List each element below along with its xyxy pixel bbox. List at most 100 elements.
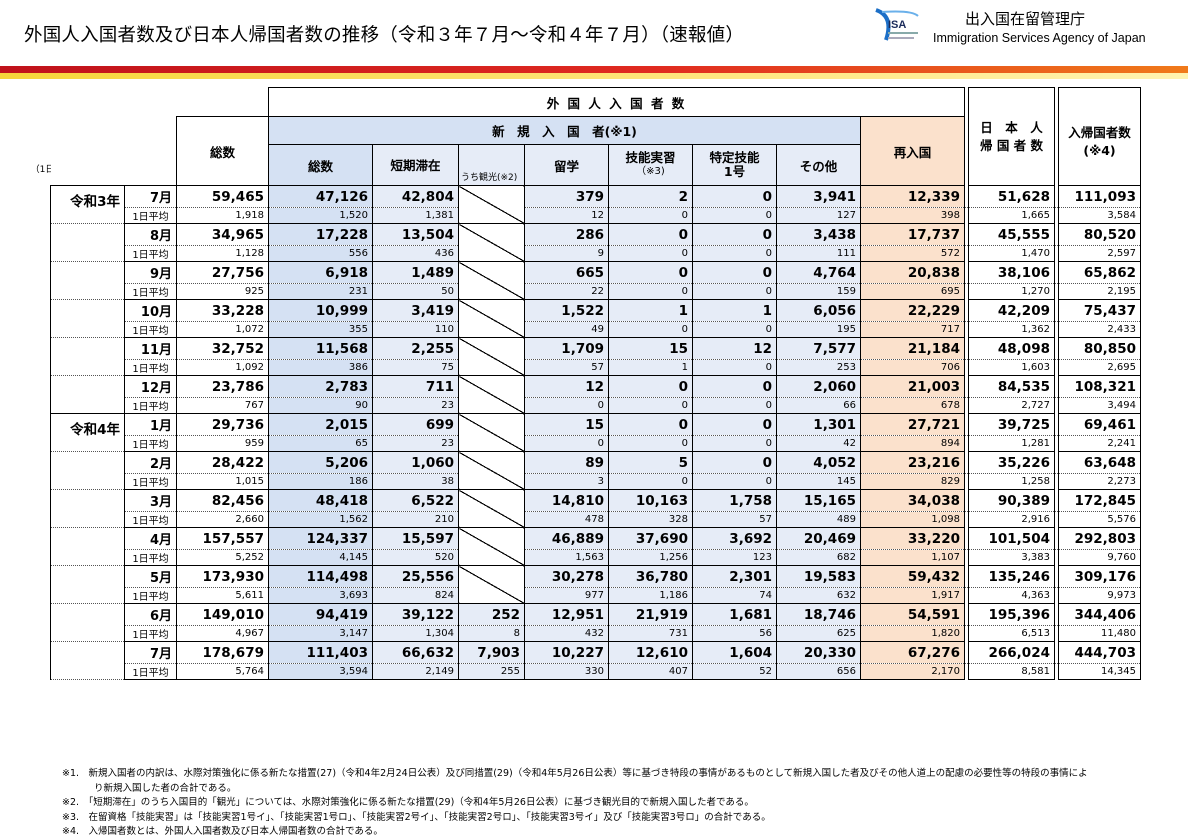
study-avg-cell: 0 xyxy=(524,397,609,414)
new-total-cell: 94,419 xyxy=(268,603,373,626)
reentry-avg-cell: 1,820 xyxy=(860,625,965,642)
short-stay-cell: 699 xyxy=(372,413,459,436)
jp-return-avg-cell: 1,603 xyxy=(968,359,1055,376)
daily-average-label: 1日平均 xyxy=(124,397,177,414)
tourism-cell-empty xyxy=(458,337,525,376)
trainee-avg-cell: 1,256 xyxy=(608,549,693,566)
new-total-avg-cell: 186 xyxy=(268,473,373,490)
reentry-cell: 67,276 xyxy=(860,641,965,664)
total-entries-avg-cell: 2,195 xyxy=(1058,283,1141,300)
other-cell: 3,438 xyxy=(776,223,861,246)
trainee-avg-cell: 0 xyxy=(608,473,693,490)
short-stay-cell: 3,419 xyxy=(372,299,459,322)
reentry-avg-cell: 829 xyxy=(860,473,965,490)
total-entries-header: 入帰国者数 (※4) xyxy=(1058,87,1141,186)
total-entries-cell: 65,862 xyxy=(1058,261,1141,284)
other-avg-cell: 159 xyxy=(776,283,861,300)
daily-average-label: 1日平均 xyxy=(124,549,177,566)
ssw-avg-cell: 52 xyxy=(692,663,777,680)
month-row: 令和4年 1月 29,736 2,015 699 15 0 0 1,301 27,721 39,72… xyxy=(50,413,1141,452)
new-total-avg-cell: 3,147 xyxy=(268,625,373,642)
month-label: 9月 xyxy=(124,261,177,284)
total-entries-cell: 292,803 xyxy=(1058,527,1141,550)
other-cell: 2,060 xyxy=(776,375,861,398)
tourism-cell-empty xyxy=(458,451,525,490)
other-cell: 20,330 xyxy=(776,641,861,664)
ssw-avg-cell: 0 xyxy=(692,207,777,224)
short-stay-avg-cell: 824 xyxy=(372,587,459,604)
daily-average-row: 1日平均 1,092 386 75 57 1 0 253 706 1,603 2,695 xyxy=(51,359,1141,376)
ssw-cell: 0 xyxy=(692,223,777,246)
total-avg-cell: 1,092 xyxy=(176,359,269,376)
new-total-cell: 11,568 xyxy=(268,337,373,360)
study-cell: 12 xyxy=(524,375,609,398)
reentry-avg-cell: 1,107 xyxy=(860,549,965,566)
study-cell: 15 xyxy=(524,413,609,436)
study-cell: 1,709 xyxy=(524,337,609,360)
reentry-avg-cell: 1,098 xyxy=(860,511,965,528)
trainee-cell: 37,690 xyxy=(608,527,693,550)
ssw-cell: 0 xyxy=(692,451,777,474)
study-avg-cell: 22 xyxy=(524,283,609,300)
ssw-avg-cell: 0 xyxy=(692,473,777,490)
daily-average-row: 1日平均 925 231 50 22 0 0 159 695 1,270 2,195 xyxy=(51,283,1141,300)
jp-return-cell: 48,098 xyxy=(968,337,1055,360)
other-cell: 3,941 xyxy=(776,185,861,208)
trainee-avg-cell: 1 xyxy=(608,359,693,376)
total-entries-cell: 111,093 xyxy=(1058,185,1141,208)
short-stay-avg-cell: 436 xyxy=(372,245,459,262)
footnote: ※4. 入帰国者数とは、外国人入国者数及び日本人帰国者数の合計である。 xyxy=(62,826,383,837)
ssw-avg-cell: 0 xyxy=(692,397,777,414)
japanese-returnees-header: 日 本 人帰 国 者 数 xyxy=(968,87,1055,186)
daily-average-label: 1日平均 xyxy=(124,207,177,224)
new-entrants-header: 新 規 入 国 者(※1) xyxy=(268,116,861,145)
tourism-cell-empty xyxy=(458,489,525,528)
tourism-cell-empty xyxy=(458,375,525,414)
total-header: 総数 xyxy=(176,116,269,186)
month-label: 5月 xyxy=(124,565,177,588)
specified-skilled-worker-header: 特定技能 1号 xyxy=(692,144,777,186)
total-avg-cell: 2,660 xyxy=(176,511,269,528)
other-avg-cell: 111 xyxy=(776,245,861,262)
study-cell: 12,951 xyxy=(524,603,609,626)
study-cell: 10,227 xyxy=(524,641,609,664)
total-entries-cell: 80,850 xyxy=(1058,337,1141,360)
month-label: 1月 xyxy=(124,413,177,436)
trainee-avg-cell: 328 xyxy=(608,511,693,528)
tourism-cell-empty xyxy=(458,299,525,338)
era-label: 令和4年 xyxy=(50,413,125,452)
new-total-avg-cell: 65 xyxy=(268,435,373,452)
ssw-cell: 12 xyxy=(692,337,777,360)
month-row: 7月 178,679 111,403 66,632 7,903 10,227 12,610 1… xyxy=(50,641,1141,680)
tourism-cell: 252 xyxy=(458,603,525,626)
total-cell: 32,752 xyxy=(176,337,269,360)
ssw-avg-cell: 57 xyxy=(692,511,777,528)
short-stay-cell: 42,804 xyxy=(372,185,459,208)
trainee-cell: 21,919 xyxy=(608,603,693,626)
month-row: 令和3年 7月 59,465 47,126 42,804 379 2 0 3,941 12,339… xyxy=(50,185,1141,224)
short-stay-avg-cell: 38 xyxy=(372,473,459,490)
short-stay-cell: 2,255 xyxy=(372,337,459,360)
total-entries-avg-cell: 9,760 xyxy=(1058,549,1141,566)
total-entries-avg-cell: 5,576 xyxy=(1058,511,1141,528)
month-label: 8月 xyxy=(124,223,177,246)
reentry-cell: 20,838 xyxy=(860,261,965,284)
trainee-cell: 2 xyxy=(608,185,693,208)
new-total-avg-cell: 231 xyxy=(268,283,373,300)
new-total-avg-cell: 386 xyxy=(268,359,373,376)
other-avg-cell: 489 xyxy=(776,511,861,528)
short-stay-avg-cell: 50 xyxy=(372,283,459,300)
jp-return-cell: 45,555 xyxy=(968,223,1055,246)
total-entries-cell: 69,461 xyxy=(1058,413,1141,436)
other-cell: 4,764 xyxy=(776,261,861,284)
total-cell: 157,557 xyxy=(176,527,269,550)
total-entries-cell: 63,648 xyxy=(1058,451,1141,474)
short-stay-cell: 1,060 xyxy=(372,451,459,474)
new-total-avg-cell: 3,594 xyxy=(268,663,373,680)
ssw-cell: 1 xyxy=(692,299,777,322)
header-band-yellow xyxy=(0,73,1188,79)
daily-average-row: 1日平均 5,764 3,594 2,149 255 330 407 52 656 2,170 8,… xyxy=(51,663,1141,680)
other-cell: 19,583 xyxy=(776,565,861,588)
month-row: 8月 34,965 17,228 13,504 286 0 0 3,438 17,737 45,5… xyxy=(50,223,1141,262)
study-cell: 89 xyxy=(524,451,609,474)
